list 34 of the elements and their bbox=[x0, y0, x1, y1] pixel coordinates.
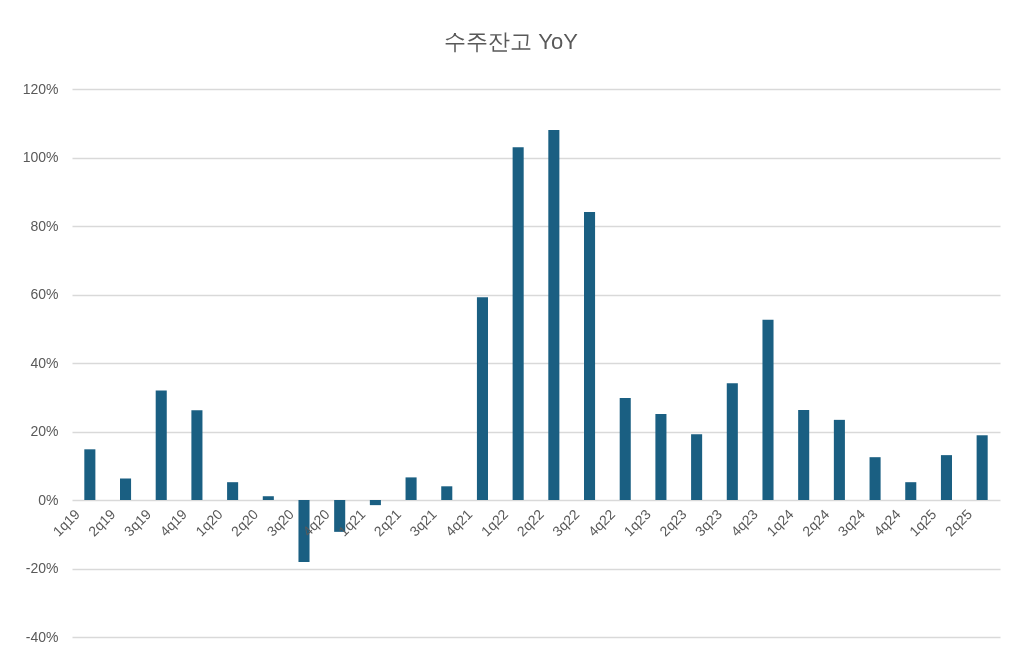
bar bbox=[619, 397, 631, 500]
y-tick-label: 60% bbox=[30, 286, 59, 302]
bar bbox=[84, 449, 96, 500]
bar bbox=[869, 457, 881, 500]
y-tick-label: -20% bbox=[25, 560, 59, 576]
bar bbox=[940, 455, 952, 500]
bar bbox=[369, 500, 381, 506]
bar bbox=[512, 147, 524, 500]
y-tick-label: 120% bbox=[22, 80, 59, 97]
y-tick-label: 0% bbox=[38, 491, 59, 508]
bar bbox=[726, 383, 738, 500]
bar bbox=[584, 211, 596, 500]
y-tick-label: -40% bbox=[25, 628, 59, 645]
bar bbox=[405, 477, 417, 500]
y-tick-label: 40% bbox=[30, 354, 59, 371]
bar bbox=[227, 482, 239, 500]
y-tick-label: 20% bbox=[30, 423, 59, 439]
bar bbox=[120, 478, 132, 500]
bar bbox=[762, 319, 774, 500]
bar bbox=[905, 482, 917, 500]
chart-title: 수주잔고 YoY bbox=[444, 29, 579, 54]
bar bbox=[262, 496, 274, 500]
bar bbox=[441, 486, 453, 500]
bar bbox=[655, 414, 667, 500]
bar bbox=[191, 410, 203, 500]
bar bbox=[691, 434, 703, 500]
bar bbox=[833, 419, 845, 500]
bar bbox=[798, 409, 810, 500]
bar bbox=[476, 297, 488, 500]
bar bbox=[155, 390, 167, 500]
bar bbox=[976, 435, 988, 500]
bar bbox=[548, 130, 560, 500]
y-tick-label: 100% bbox=[22, 149, 59, 165]
y-tick-label: 80% bbox=[30, 217, 59, 234]
